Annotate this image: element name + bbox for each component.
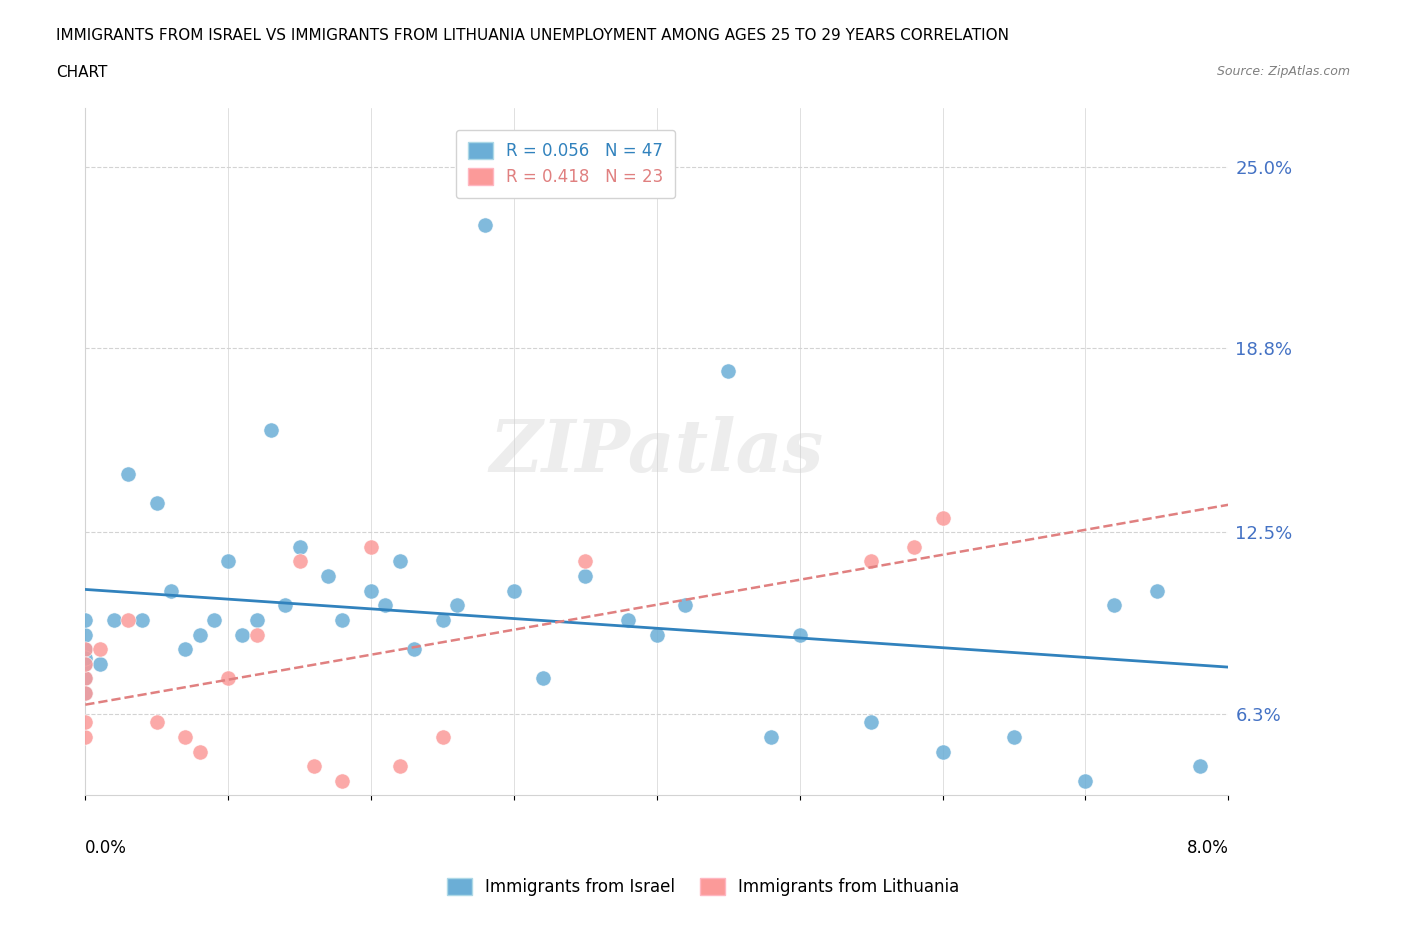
Point [89, 657, 111, 671]
Point [288, 554, 311, 569]
Point [432, 729, 454, 744]
Point [103, 613, 125, 628]
Text: IMMIGRANTS FROM ISRAEL VS IMMIGRANTS FROM LITHUANIA UNEMPLOYMENT AMONG AGES 25 T: IMMIGRANTS FROM ISRAEL VS IMMIGRANTS FRO… [56, 28, 1010, 43]
Point [75, 685, 97, 700]
Point [202, 613, 225, 628]
Point [332, 774, 354, 789]
Point [860, 715, 883, 730]
Text: CHART: CHART [56, 65, 108, 80]
Point [302, 759, 325, 774]
Point [160, 583, 183, 598]
Point [75, 642, 97, 657]
Point [1002, 729, 1025, 744]
Point [145, 496, 167, 511]
Point [402, 642, 425, 657]
Point [75, 613, 97, 628]
Point [145, 715, 167, 730]
Point [1074, 774, 1097, 789]
Text: 8.0%: 8.0% [1187, 840, 1229, 857]
Point [75, 685, 97, 700]
Point [174, 642, 197, 657]
Point [903, 539, 925, 554]
Point [759, 729, 782, 744]
Point [332, 613, 354, 628]
Point [131, 613, 153, 628]
Point [1102, 598, 1125, 613]
Point [446, 598, 468, 613]
Point [75, 671, 97, 686]
Point [246, 613, 269, 628]
Point [789, 627, 811, 642]
Point [75, 671, 97, 686]
Point [617, 613, 640, 628]
Legend: Immigrants from Israel, Immigrants from Lithuania: Immigrants from Israel, Immigrants from … [440, 871, 966, 903]
Point [117, 466, 139, 481]
Point [274, 598, 297, 613]
Point [503, 583, 526, 598]
Legend: R = 0.056   N = 47, R = 0.418   N = 23: R = 0.056 N = 47, R = 0.418 N = 23 [456, 130, 675, 198]
Point [89, 642, 111, 657]
Point [75, 729, 97, 744]
Point [860, 554, 883, 569]
Text: Source: ZipAtlas.com: Source: ZipAtlas.com [1216, 65, 1350, 78]
Point [174, 729, 197, 744]
Point [260, 422, 283, 437]
Point [217, 554, 239, 569]
Point [388, 554, 411, 569]
Point [75, 657, 97, 671]
Point [673, 598, 696, 613]
Point [717, 364, 740, 379]
Point [360, 583, 382, 598]
Point [288, 539, 311, 554]
Point [188, 744, 211, 759]
Text: 0.0%: 0.0% [86, 840, 127, 857]
Point [1188, 759, 1211, 774]
Point [75, 657, 97, 671]
Point [316, 568, 339, 583]
Point [388, 759, 411, 774]
Point [531, 671, 554, 686]
Point [1146, 583, 1168, 598]
Point [188, 627, 211, 642]
Point [931, 744, 953, 759]
Point [231, 627, 253, 642]
Point [645, 627, 668, 642]
Point [474, 218, 496, 232]
Point [374, 598, 396, 613]
Point [75, 715, 97, 730]
Text: ZIPatlas: ZIPatlas [489, 417, 824, 487]
Point [432, 613, 454, 628]
Point [75, 642, 97, 657]
Point [574, 554, 596, 569]
Point [360, 539, 382, 554]
Point [75, 651, 97, 666]
Point [117, 613, 139, 628]
Point [75, 627, 97, 642]
Point [931, 511, 953, 525]
Point [217, 671, 239, 686]
Point [246, 627, 269, 642]
Point [574, 568, 596, 583]
